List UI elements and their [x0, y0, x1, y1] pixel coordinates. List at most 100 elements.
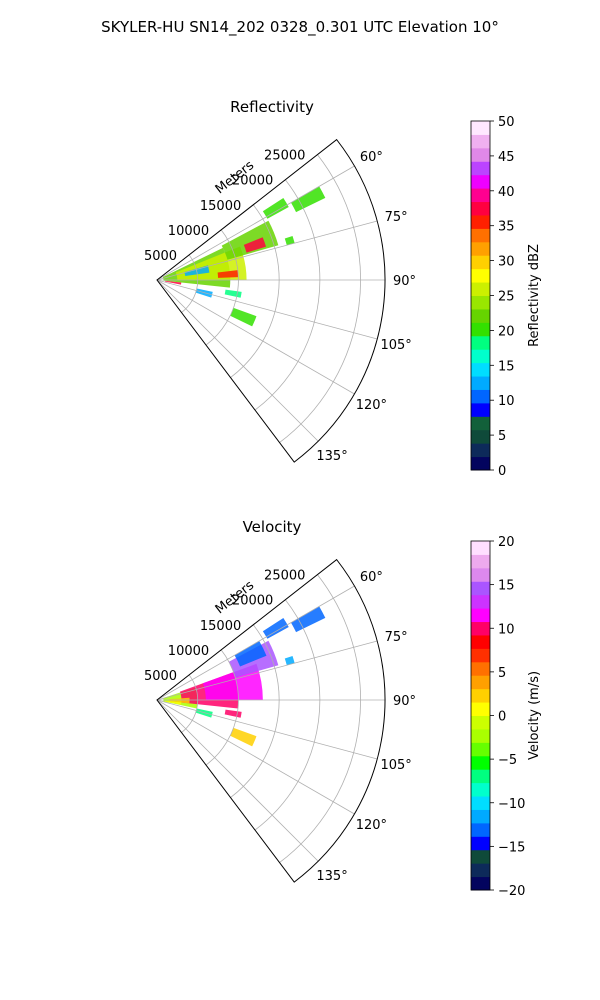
colorbar-segment: [471, 161, 490, 176]
echo-region: [243, 237, 267, 253]
echo-region: [230, 307, 257, 327]
colorbar-segment: [471, 608, 490, 623]
reflectivity-panel: Reflectivity500010000150002000025000Mete…: [144, 98, 542, 479]
colorbar-segment: [471, 188, 490, 203]
colorbar-segment: [471, 134, 490, 149]
colorbar-segment: [471, 541, 490, 555]
colorbar-segment: [471, 836, 490, 851]
colorbar-segment: [471, 456, 490, 471]
colorbar-segment: [471, 702, 490, 716]
colorbar-segment: [471, 742, 490, 757]
range-tick-label: 5000: [144, 249, 177, 264]
colorbar-segment: [471, 147, 490, 162]
colorbar-segment: [471, 849, 490, 864]
range-ring: [181, 674, 199, 733]
panel-title: Velocity: [243, 518, 302, 536]
radial-gridline: [156, 279, 319, 442]
echo-region: [284, 655, 295, 666]
colorbar-segment: [471, 201, 490, 216]
angle-tick-label: 90°: [393, 694, 416, 709]
colorbar-segment: [471, 876, 490, 891]
angle-tick-label: 60°: [360, 570, 383, 585]
colorbar-segment: [471, 376, 490, 390]
radial-gridline: [156, 699, 355, 815]
range-ring: [230, 204, 280, 378]
colorbar-tick-label: 40: [498, 185, 515, 200]
figure-title: SKYLER-HU SN14_202 0328_0.301 UTC Elevat…: [101, 18, 499, 37]
colorbar-label: Velocity (m/s): [527, 671, 542, 760]
colorbar-segment: [471, 715, 490, 730]
angle-tick-label: 75°: [385, 630, 408, 645]
colorbar-tick-label: 20: [498, 535, 515, 550]
echo-region: [217, 270, 239, 278]
echo-region: [164, 700, 182, 705]
echo-region: [224, 709, 242, 718]
angle-tick-label: 105°: [380, 758, 411, 773]
colorbar-tick-label: 20: [498, 324, 515, 339]
angle-tick-label: 90°: [393, 274, 416, 289]
echo-region: [284, 235, 295, 246]
range-ring: [181, 254, 199, 313]
range-tick-label: 20000: [232, 174, 273, 189]
angle-tick-label: 135°: [316, 449, 347, 464]
colorbar-segment: [471, 728, 490, 743]
colorbar-segment: [471, 255, 490, 270]
sector-frame: [156, 138, 386, 463]
range-tick-label: 25000: [264, 569, 305, 584]
colorbar-segment: [471, 429, 490, 444]
radial-gridline: [156, 165, 355, 281]
radial-gridline: [156, 279, 378, 340]
colorbar-tick-label: −20: [498, 884, 525, 899]
colorbar-tick-label: 30: [498, 255, 515, 270]
range-tick-label: 10000: [168, 644, 209, 659]
colorbar-segment: [471, 282, 490, 296]
colorbar-segment: [471, 349, 490, 364]
echo-region: [262, 197, 289, 219]
colorbar-tick-label: 10: [498, 394, 515, 409]
angle-tick-label: 135°: [316, 869, 347, 884]
colorbar-segment: [471, 322, 490, 337]
echo-region: [262, 617, 289, 639]
velocity-panel: Velocity500010000150002000025000Meters60…: [144, 518, 542, 899]
colorbar-tick-label: 5: [498, 666, 506, 681]
radial-gridline: [156, 699, 378, 760]
colorbar-tick-label: 15: [498, 579, 515, 594]
colorbar-tick-label: 0: [498, 464, 506, 479]
echo-region: [230, 727, 257, 747]
panel-title: Reflectivity: [230, 98, 314, 116]
colorbar-tick-label: −5: [498, 753, 517, 768]
range-tick-label: 20000: [232, 594, 273, 609]
colorbar-tick-label: 25: [498, 290, 515, 305]
colorbar-segment: [471, 809, 490, 824]
radial-gridline: [156, 585, 355, 701]
colorbar-segment: [471, 796, 490, 810]
echo-region: [224, 289, 242, 298]
colorbar-tick-label: −15: [498, 840, 525, 855]
colorbar-segment: [471, 402, 490, 417]
colorbar-segment: [471, 782, 490, 797]
range-tick-label: 15000: [200, 199, 241, 214]
angle-tick-label: 60°: [360, 150, 383, 165]
range-ring: [279, 154, 361, 443]
radial-gridline: [156, 220, 378, 281]
colorbar-segment: [471, 121, 490, 135]
colorbar-segment: [471, 443, 490, 458]
colorbar-tick-label: 50: [498, 115, 515, 130]
colorbar-segment: [471, 755, 490, 770]
echo-region: [164, 280, 182, 285]
colorbar-segment: [471, 362, 490, 377]
colorbar-segment: [471, 567, 490, 582]
angle-tick-label: 75°: [385, 210, 408, 225]
colorbar-segment: [471, 214, 490, 229]
colorbar-segment: [471, 228, 490, 243]
colorbar-tick-label: 15: [498, 359, 515, 374]
colorbar-segment: [471, 308, 490, 323]
echo-region: [169, 697, 190, 704]
range-ring: [205, 649, 239, 766]
colorbar-label: Reflectivity dBZ: [527, 244, 542, 347]
colorbar-segment: [471, 688, 490, 703]
radial-gridline: [156, 699, 319, 862]
range-ring: [279, 574, 361, 863]
range-tick-label: 15000: [200, 619, 241, 634]
colorbar-segment: [471, 675, 490, 690]
